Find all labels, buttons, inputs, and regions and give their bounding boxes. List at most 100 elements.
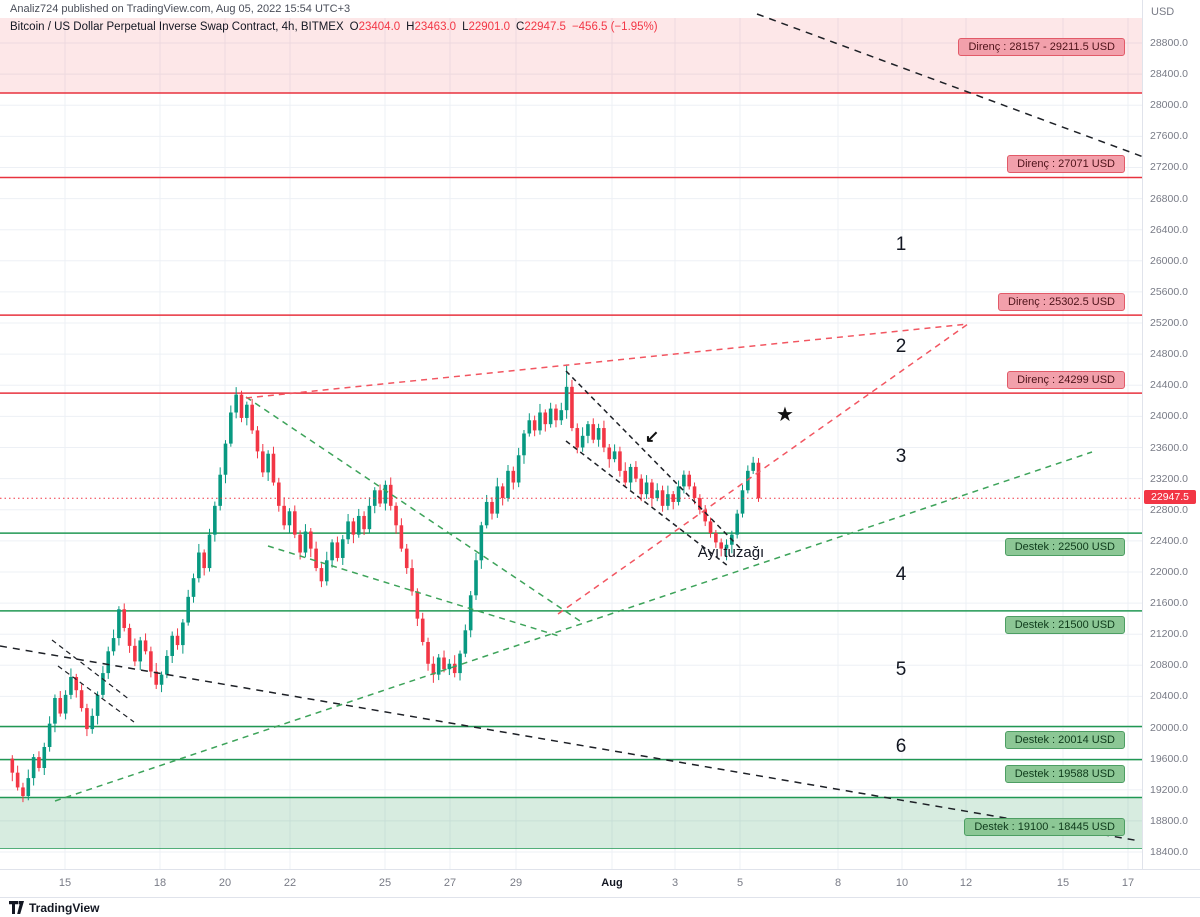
candle-body bbox=[218, 474, 222, 506]
candle-body bbox=[277, 482, 281, 506]
resistance-zone-label[interactable]: Direnç : 28157 - 29211.5 USD bbox=[958, 38, 1125, 56]
candle-body bbox=[340, 539, 345, 558]
candle-body bbox=[532, 420, 537, 431]
chart-canvas[interactable]: 1 2 3 4 5 6 Ayı tuzağı ★ ↙ bbox=[0, 0, 1142, 869]
candle-body bbox=[197, 552, 201, 579]
candle-body bbox=[436, 657, 441, 675]
wave-number: 5 bbox=[896, 659, 907, 680]
time-tick: 8 bbox=[834, 877, 842, 889]
close-label: C bbox=[516, 21, 525, 33]
candle-body bbox=[543, 412, 548, 425]
candle-body bbox=[42, 746, 47, 768]
candle-body bbox=[10, 758, 15, 773]
last-price-label: 22947.5 bbox=[1144, 490, 1196, 505]
candle-body bbox=[740, 490, 745, 514]
arrow-down-left-icon: ↙ bbox=[645, 427, 659, 446]
candle-body bbox=[468, 595, 473, 631]
time-tick: 15 bbox=[1056, 877, 1070, 889]
candle-body bbox=[703, 509, 707, 522]
time-tick: 18 bbox=[153, 877, 167, 889]
candle-body bbox=[644, 482, 649, 495]
candle-body bbox=[484, 501, 489, 526]
bear-channel-upper-black bbox=[565, 370, 742, 550]
price-axis[interactable]: USD 28800.0 28400.0 28000.0 27600.0 27200.0 2… bbox=[1142, 0, 1200, 869]
candle-body bbox=[420, 618, 425, 642]
close-value: 22947.5 bbox=[524, 21, 566, 33]
price-tick: 24000.0 bbox=[1150, 410, 1188, 423]
tradingview-brand[interactable]: TradingView bbox=[29, 900, 100, 915]
change-value: −456.5 (−1.95%) bbox=[571, 21, 658, 33]
candle-body bbox=[751, 462, 755, 471]
candle-body bbox=[79, 690, 84, 709]
support-zone-label[interactable]: Destek : 19100 - 18445 USD bbox=[964, 818, 1125, 836]
candle-body bbox=[106, 651, 111, 674]
time-tick: 20 bbox=[218, 877, 232, 889]
candle-body bbox=[266, 453, 270, 473]
resistance-level-label[interactable]: Direnç : 27071 USD bbox=[1007, 155, 1125, 174]
candle-body bbox=[500, 486, 505, 499]
candle-body bbox=[362, 515, 366, 530]
time-tick: 25 bbox=[378, 877, 392, 889]
price-tick: 27600.0 bbox=[1150, 130, 1188, 143]
candle-body bbox=[378, 490, 382, 504]
resistance-zone bbox=[0, 18, 1142, 94]
wave-number: 1 bbox=[896, 234, 907, 255]
resistance-level-label[interactable]: Direnç : 24299 USD bbox=[1007, 371, 1125, 390]
support-level-label[interactable]: Destek : 21500 USD bbox=[1004, 615, 1125, 634]
candle-body bbox=[37, 757, 41, 768]
candle-body bbox=[314, 548, 318, 569]
candle-body bbox=[708, 521, 713, 534]
candle-body bbox=[117, 609, 121, 639]
open-value: 23404.0 bbox=[358, 21, 401, 33]
candle-body bbox=[554, 408, 558, 421]
candle-body bbox=[580, 435, 585, 448]
green-wedge-upper-trendline bbox=[245, 396, 584, 624]
price-tick: 26400.0 bbox=[1150, 223, 1188, 236]
candle-body bbox=[90, 715, 95, 730]
candle-body bbox=[639, 478, 644, 495]
candle-body bbox=[655, 490, 660, 499]
star-marker: ★ bbox=[776, 404, 794, 426]
candle-body bbox=[410, 568, 414, 592]
price-tick: 21600.0 bbox=[1150, 597, 1188, 610]
candle-body bbox=[255, 430, 260, 452]
price-tick: 20000.0 bbox=[1150, 721, 1188, 734]
time-tick: 22 bbox=[283, 877, 297, 889]
candle-body bbox=[490, 501, 494, 514]
support-zone bbox=[0, 797, 1142, 849]
candle-body bbox=[671, 494, 676, 502]
time-axis[interactable]: 15 18 20 22 25 27 29 Aug 3 5 8 10 12 15 17 bbox=[0, 869, 1200, 897]
price-tick: 23600.0 bbox=[1150, 441, 1188, 454]
candle-body bbox=[229, 412, 233, 444]
candle-body bbox=[607, 447, 612, 460]
price-tick: 26800.0 bbox=[1150, 192, 1188, 205]
price-tick: 22000.0 bbox=[1150, 565, 1188, 578]
candle-body bbox=[650, 482, 654, 499]
price-tick: 26000.0 bbox=[1150, 254, 1188, 267]
candle-body bbox=[15, 772, 20, 788]
candle-body bbox=[511, 470, 516, 483]
price-tick: 23200.0 bbox=[1150, 472, 1188, 485]
candle-body bbox=[74, 676, 79, 691]
candle-body bbox=[335, 542, 340, 558]
candle-body bbox=[463, 630, 468, 654]
candle-body bbox=[506, 470, 510, 499]
support-level-label[interactable]: Destek : 19588 USD bbox=[1004, 764, 1125, 783]
resistance-level-label[interactable]: Direnç : 25302.5 USD bbox=[998, 293, 1125, 312]
red-rising-wedge-lower bbox=[557, 323, 969, 615]
price-tick: 19600.0 bbox=[1150, 752, 1188, 765]
candle-body bbox=[58, 697, 63, 714]
annotation-text: Ayı tuzağı bbox=[698, 544, 764, 561]
candle-body bbox=[31, 757, 36, 779]
price-tick: 25200.0 bbox=[1150, 317, 1188, 330]
candle-body bbox=[431, 663, 436, 675]
support-level-label[interactable]: Destek : 22500 USD bbox=[1004, 538, 1125, 557]
support-level-label[interactable]: Destek : 20014 USD bbox=[1004, 731, 1125, 750]
price-tick: 28000.0 bbox=[1150, 99, 1188, 112]
candle-body bbox=[133, 645, 137, 662]
price-tick: 22400.0 bbox=[1150, 534, 1188, 547]
candle-body bbox=[426, 641, 430, 664]
candle-body bbox=[351, 521, 356, 535]
candle-body bbox=[442, 657, 446, 670]
